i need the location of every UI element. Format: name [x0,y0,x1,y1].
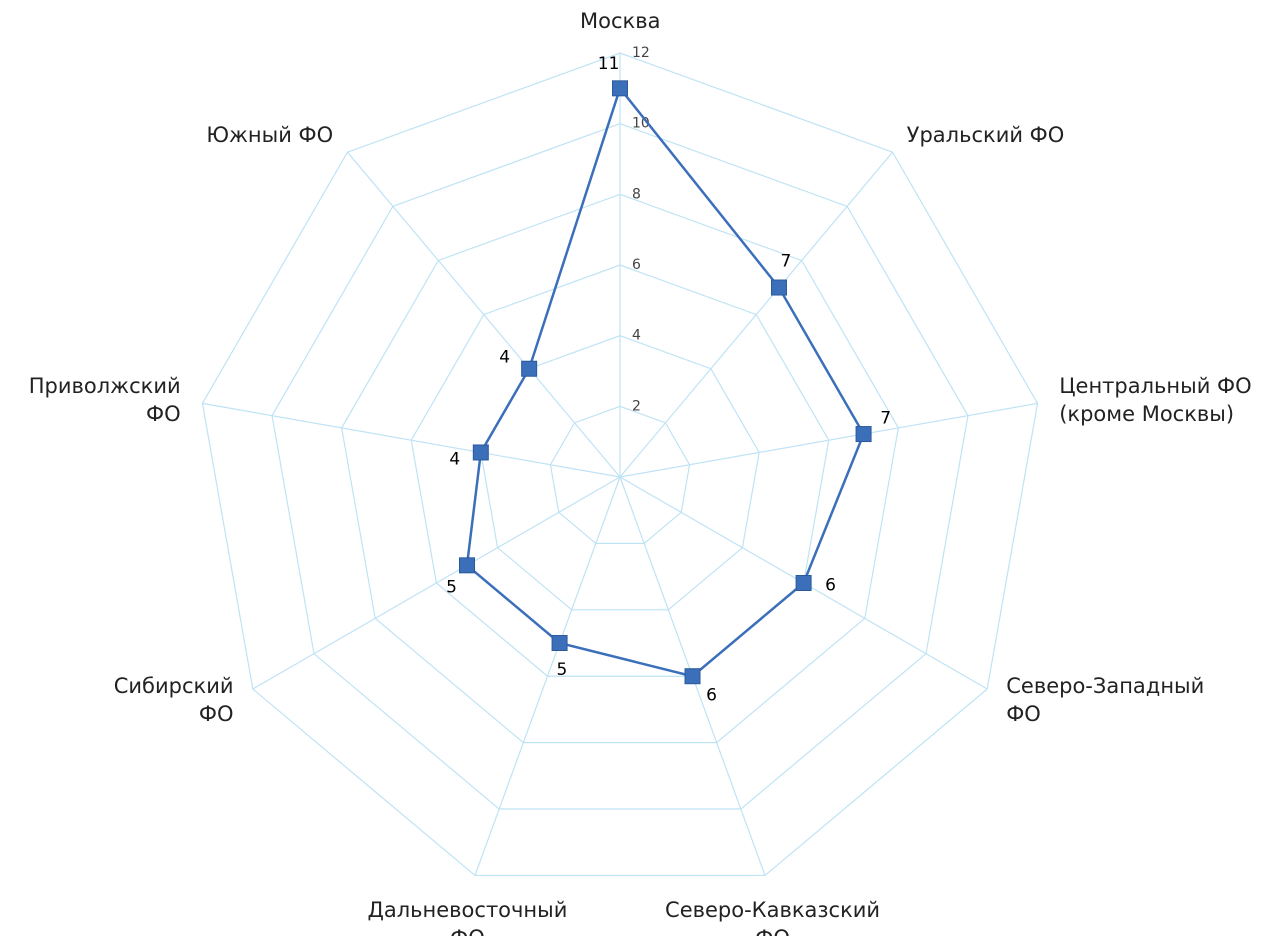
category-label: Центральный ФО (кроме Москвы) [1059,373,1252,426]
data-label: 5 [557,660,568,680]
data-point [551,635,568,652]
data-label: 5 [446,577,457,597]
r-tick-label: 2 [632,398,641,414]
spoke [474,476,621,876]
spoke [619,151,894,478]
category-label: Москва [580,9,661,33]
grid-ring [201,52,1039,877]
r-tick-label: 6 [632,257,641,273]
series-line [465,85,865,678]
data-point [472,444,489,461]
data-label: 7 [880,409,891,429]
r-tick-label: 12 [632,45,650,61]
data-point [459,557,476,574]
grid-ring [340,193,900,744]
data-label: 7 [781,251,792,271]
data-point [855,426,872,443]
category-label: Сибирский ФО [113,674,234,726]
r-tick-label: 4 [632,328,641,344]
data-label: 11 [598,54,620,74]
r-tick-label: 8 [632,186,641,202]
category-label: Южный ФО [206,123,334,148]
category-label: Приволжский ФО [28,373,181,426]
data-label: 4 [449,449,460,469]
data-point [770,279,787,296]
data-point [612,80,628,97]
data-label: 6 [825,575,836,595]
data-point [684,668,701,685]
data-label: 6 [706,685,717,705]
category-label: Уральский ФО [906,123,1065,148]
spoke [252,476,621,690]
spoke [346,151,621,478]
grid-ring [410,264,830,677]
spoke [202,402,621,478]
data-label: 4 [499,347,510,367]
category-label: Дальневосточный ФО [367,898,568,936]
category-label: Северо-Западный ФО [1006,674,1205,726]
data-point [521,360,538,377]
grid-ring [271,123,969,810]
spoke [619,402,1038,478]
category-label: Северо-Кавказский ФО [665,898,881,936]
grid-ring [549,405,691,545]
data-point [795,575,812,591]
